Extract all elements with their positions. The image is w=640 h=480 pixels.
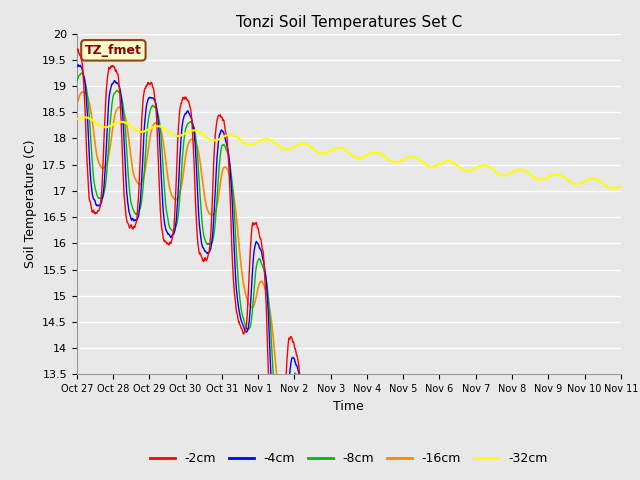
-32cm — [434, 162, 442, 168]
Title: Tonzi Soil Temperatures Set C: Tonzi Soil Temperatures Set C — [236, 15, 462, 30]
-8cm — [78, 70, 86, 76]
-2cm — [181, 96, 189, 101]
-16cm — [80, 89, 88, 95]
-16cm — [181, 158, 189, 164]
-32cm — [609, 186, 616, 192]
-4cm — [195, 202, 202, 208]
-8cm — [73, 78, 81, 84]
Line: -2cm: -2cm — [77, 49, 621, 480]
-2cm — [195, 242, 202, 248]
-32cm — [81, 114, 88, 120]
-32cm — [505, 171, 513, 177]
Line: -8cm: -8cm — [77, 73, 621, 480]
-4cm — [255, 243, 263, 249]
-32cm — [553, 171, 561, 177]
-2cm — [255, 230, 263, 236]
-32cm — [181, 131, 189, 136]
-32cm — [73, 116, 81, 122]
-8cm — [255, 256, 263, 262]
-32cm — [195, 128, 202, 134]
Legend: -2cm, -4cm, -8cm, -16cm, -32cm: -2cm, -4cm, -8cm, -16cm, -32cm — [145, 447, 553, 470]
-4cm — [73, 64, 81, 70]
-4cm — [74, 62, 82, 68]
-16cm — [73, 100, 81, 106]
Text: TZ_fmet: TZ_fmet — [85, 44, 142, 57]
-32cm — [255, 139, 263, 144]
X-axis label: Time: Time — [333, 400, 364, 413]
-4cm — [181, 111, 189, 117]
Line: -16cm: -16cm — [77, 92, 621, 480]
-8cm — [181, 130, 189, 136]
-16cm — [195, 147, 202, 153]
-2cm — [73, 47, 81, 52]
-2cm — [74, 46, 82, 52]
Line: -4cm: -4cm — [77, 65, 621, 480]
-8cm — [195, 163, 202, 168]
Y-axis label: Soil Temperature (C): Soil Temperature (C) — [24, 140, 36, 268]
-16cm — [255, 282, 263, 288]
Line: -32cm: -32cm — [77, 117, 621, 189]
-32cm — [617, 184, 625, 190]
